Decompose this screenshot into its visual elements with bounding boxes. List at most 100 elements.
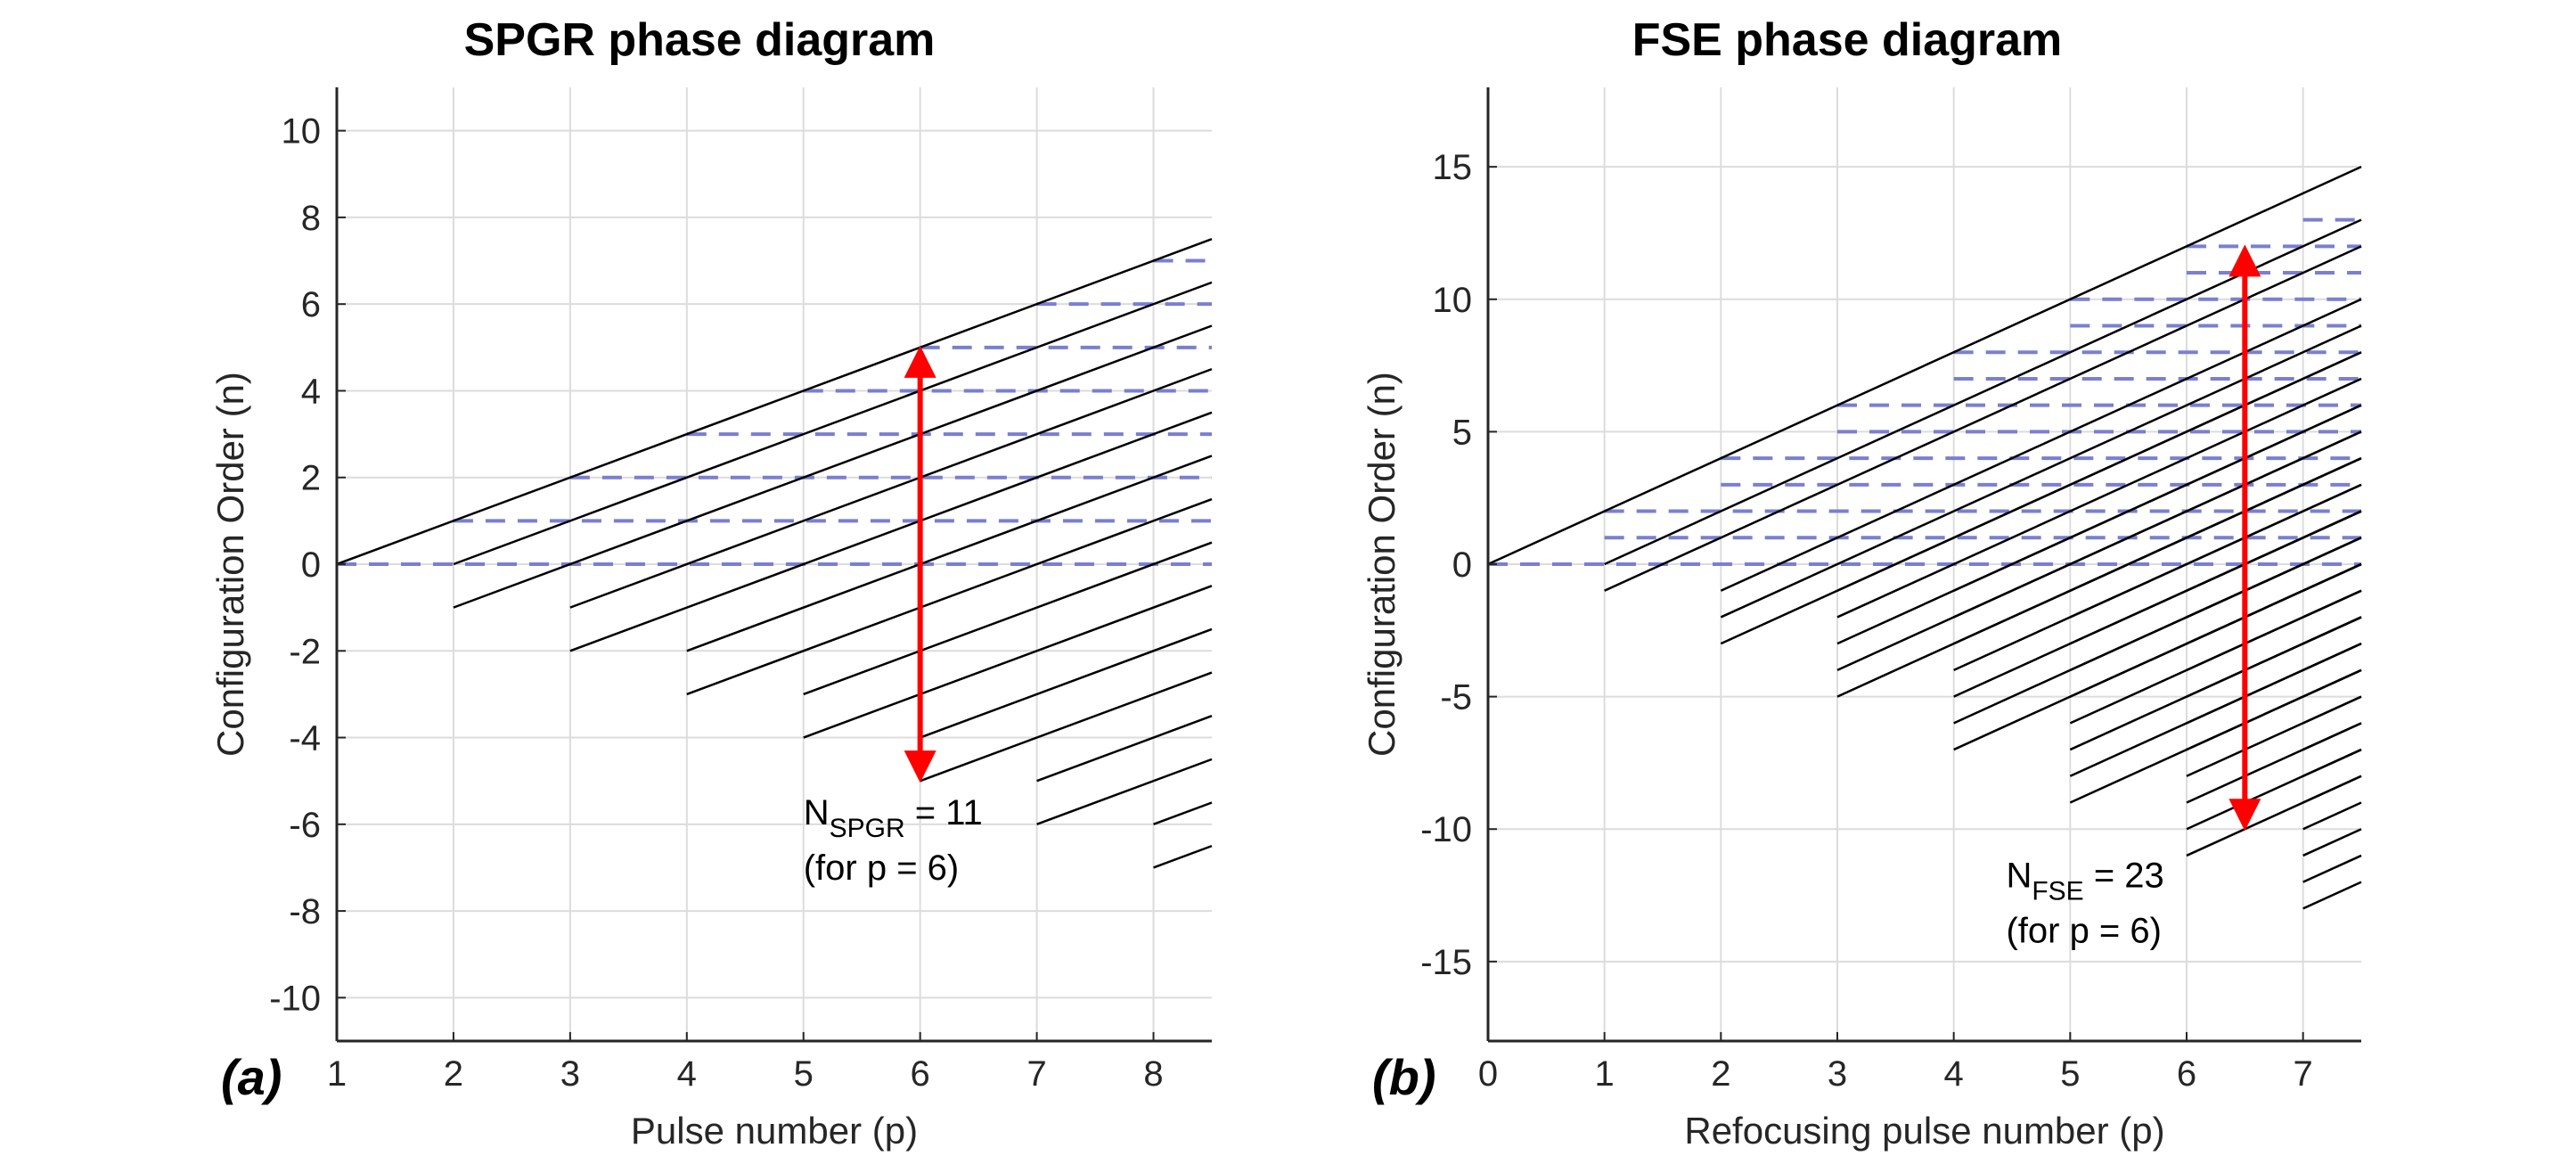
phase-line [453,324,1213,609]
phase-lines [1487,166,2362,910]
phase-line [2302,854,2362,883]
phase-line [2302,722,2362,751]
y-tick-label: 0 [1452,545,1472,585]
y-tick-label: 10 [1433,281,1473,320]
phase-lines [336,238,1213,869]
x-axis-label: Refocusing pulse number (p) [1684,1110,2164,1152]
phase-line [2302,643,2362,672]
annotation-n: N [2006,857,2032,896]
phase-line [2302,828,2362,857]
panel-label: (b) [1372,1049,1436,1105]
x-tick-label: 2 [1711,1054,1730,1094]
y-tick-label: 6 [301,285,321,324]
y-axis-label: Configuration Order (n) [209,372,251,757]
x-tick-label: 6 [2177,1054,2196,1094]
annotation-value: = 11 [905,793,983,832]
axes: 1 2 3 4 5 6 7 8 -10 -8 -6 -4 -2 0 2 4 6 8 10 [269,87,1212,1094]
x-tick-label: 5 [2060,1054,2080,1094]
phase-line [1720,324,2362,619]
phase-line [2302,881,2362,910]
spgr-phase-diagram: SPGR phase diagram 1 2 3 4 5 6 7 8 -10 -8 -6 -4 -2 0 2… [209,14,1213,1152]
phase-line [2302,562,2362,592]
annotation-condition: (for p = 6) [2006,912,2162,951]
x-tick-label: 5 [794,1054,814,1094]
x-tick-label: 4 [677,1054,697,1094]
phase-line [2302,668,2362,698]
y-tick-label: 8 [301,199,321,238]
phase-line [2302,748,2362,777]
phase-line [336,238,1213,566]
y-tick-label: -8 [289,892,321,931]
annotation-condition: (for p = 6) [804,849,960,888]
phase-line [1720,298,2362,592]
phase-line [569,411,1213,652]
x-axis-label: Pulse number (p) [631,1110,918,1152]
y-tick-label: 0 [301,545,321,585]
x-tick-label: 6 [911,1054,930,1094]
phase-line [1036,758,1213,825]
phase-line [1836,351,2362,592]
phase-line [1953,404,2362,592]
phase-line [1153,801,1213,825]
panel-label: (a) [221,1049,282,1105]
phase-line [1953,430,2362,619]
phase-line [453,281,1213,566]
x-tick-label: 0 [1478,1054,1498,1094]
axes: 0 1 2 3 4 5 6 7 -15 -10 -5 0 5 10 15 [1420,87,2361,1094]
fse-phase-diagram: FSE phase diagram 0 1 2 3 4 5 6 7 -15 -10 -5 0 5 10 15… [1361,14,2362,1152]
x-tick-label: 7 [2294,1054,2313,1094]
phase-line [686,455,1213,652]
annotation-n: N [804,793,830,832]
chart-title: SPGR phase diagram [464,14,936,66]
x-tick-label: 1 [327,1054,347,1094]
phase-line [1487,166,2362,566]
y-tick-label: 5 [1452,413,1472,452]
y-tick-label: 4 [301,372,321,411]
y-tick-label: -15 [1420,943,1472,982]
phase-line [2186,510,2362,592]
phase-line [569,367,1213,609]
phase-line [920,627,1213,739]
y-tick-label: -4 [289,719,321,758]
phase-line [2302,589,2362,619]
annotation-subscript: FSE [2032,877,2083,906]
x-tick-label: 1 [1595,1054,1615,1094]
phase-line [1604,218,2362,566]
phase-line [2302,695,2362,725]
x-tick-label: 2 [444,1054,463,1094]
annotation-value: = 23 [2084,857,2164,896]
phase-line [1153,844,1213,869]
phase-line [2069,456,2362,592]
y-tick-label: 15 [1433,148,1473,187]
phase-line [803,541,1213,696]
y-tick-label: -5 [1440,678,1472,717]
x-tick-label: 8 [1143,1054,1163,1094]
count-annotation: NFSE = 23 [2006,857,2163,906]
z-state-levels [1488,217,2361,566]
phase-line [2186,537,2362,619]
y-tick-label: 2 [301,459,321,498]
phase-line [1036,715,1213,783]
y-tick-label: -2 [289,632,321,671]
x-tick-label: 4 [1944,1054,1964,1094]
y-tick-label: -10 [269,979,321,1018]
phase-line [686,497,1213,696]
y-tick-label: 10 [282,112,322,152]
chart-title: FSE phase diagram [1632,14,2063,66]
z-state-levels [337,258,1212,566]
y-axis-label: Configuration Order (n) [1361,372,1402,757]
x-tick-label: 3 [1828,1054,1847,1094]
phase-line [803,585,1213,739]
phase-line [2302,775,2362,804]
annotation-subscript: SPGR [830,814,905,843]
phase-line [1604,245,2362,592]
phase-line [1836,377,2362,619]
phase-line [2302,616,2362,645]
grid [336,87,1212,1041]
phase-line [2302,801,2362,831]
y-tick-label: -10 [1420,810,1472,849]
x-tick-label: 7 [1026,1054,1046,1094]
count-annotation: NSPGR = 11 [804,793,983,843]
phase-line [2069,483,2362,619]
